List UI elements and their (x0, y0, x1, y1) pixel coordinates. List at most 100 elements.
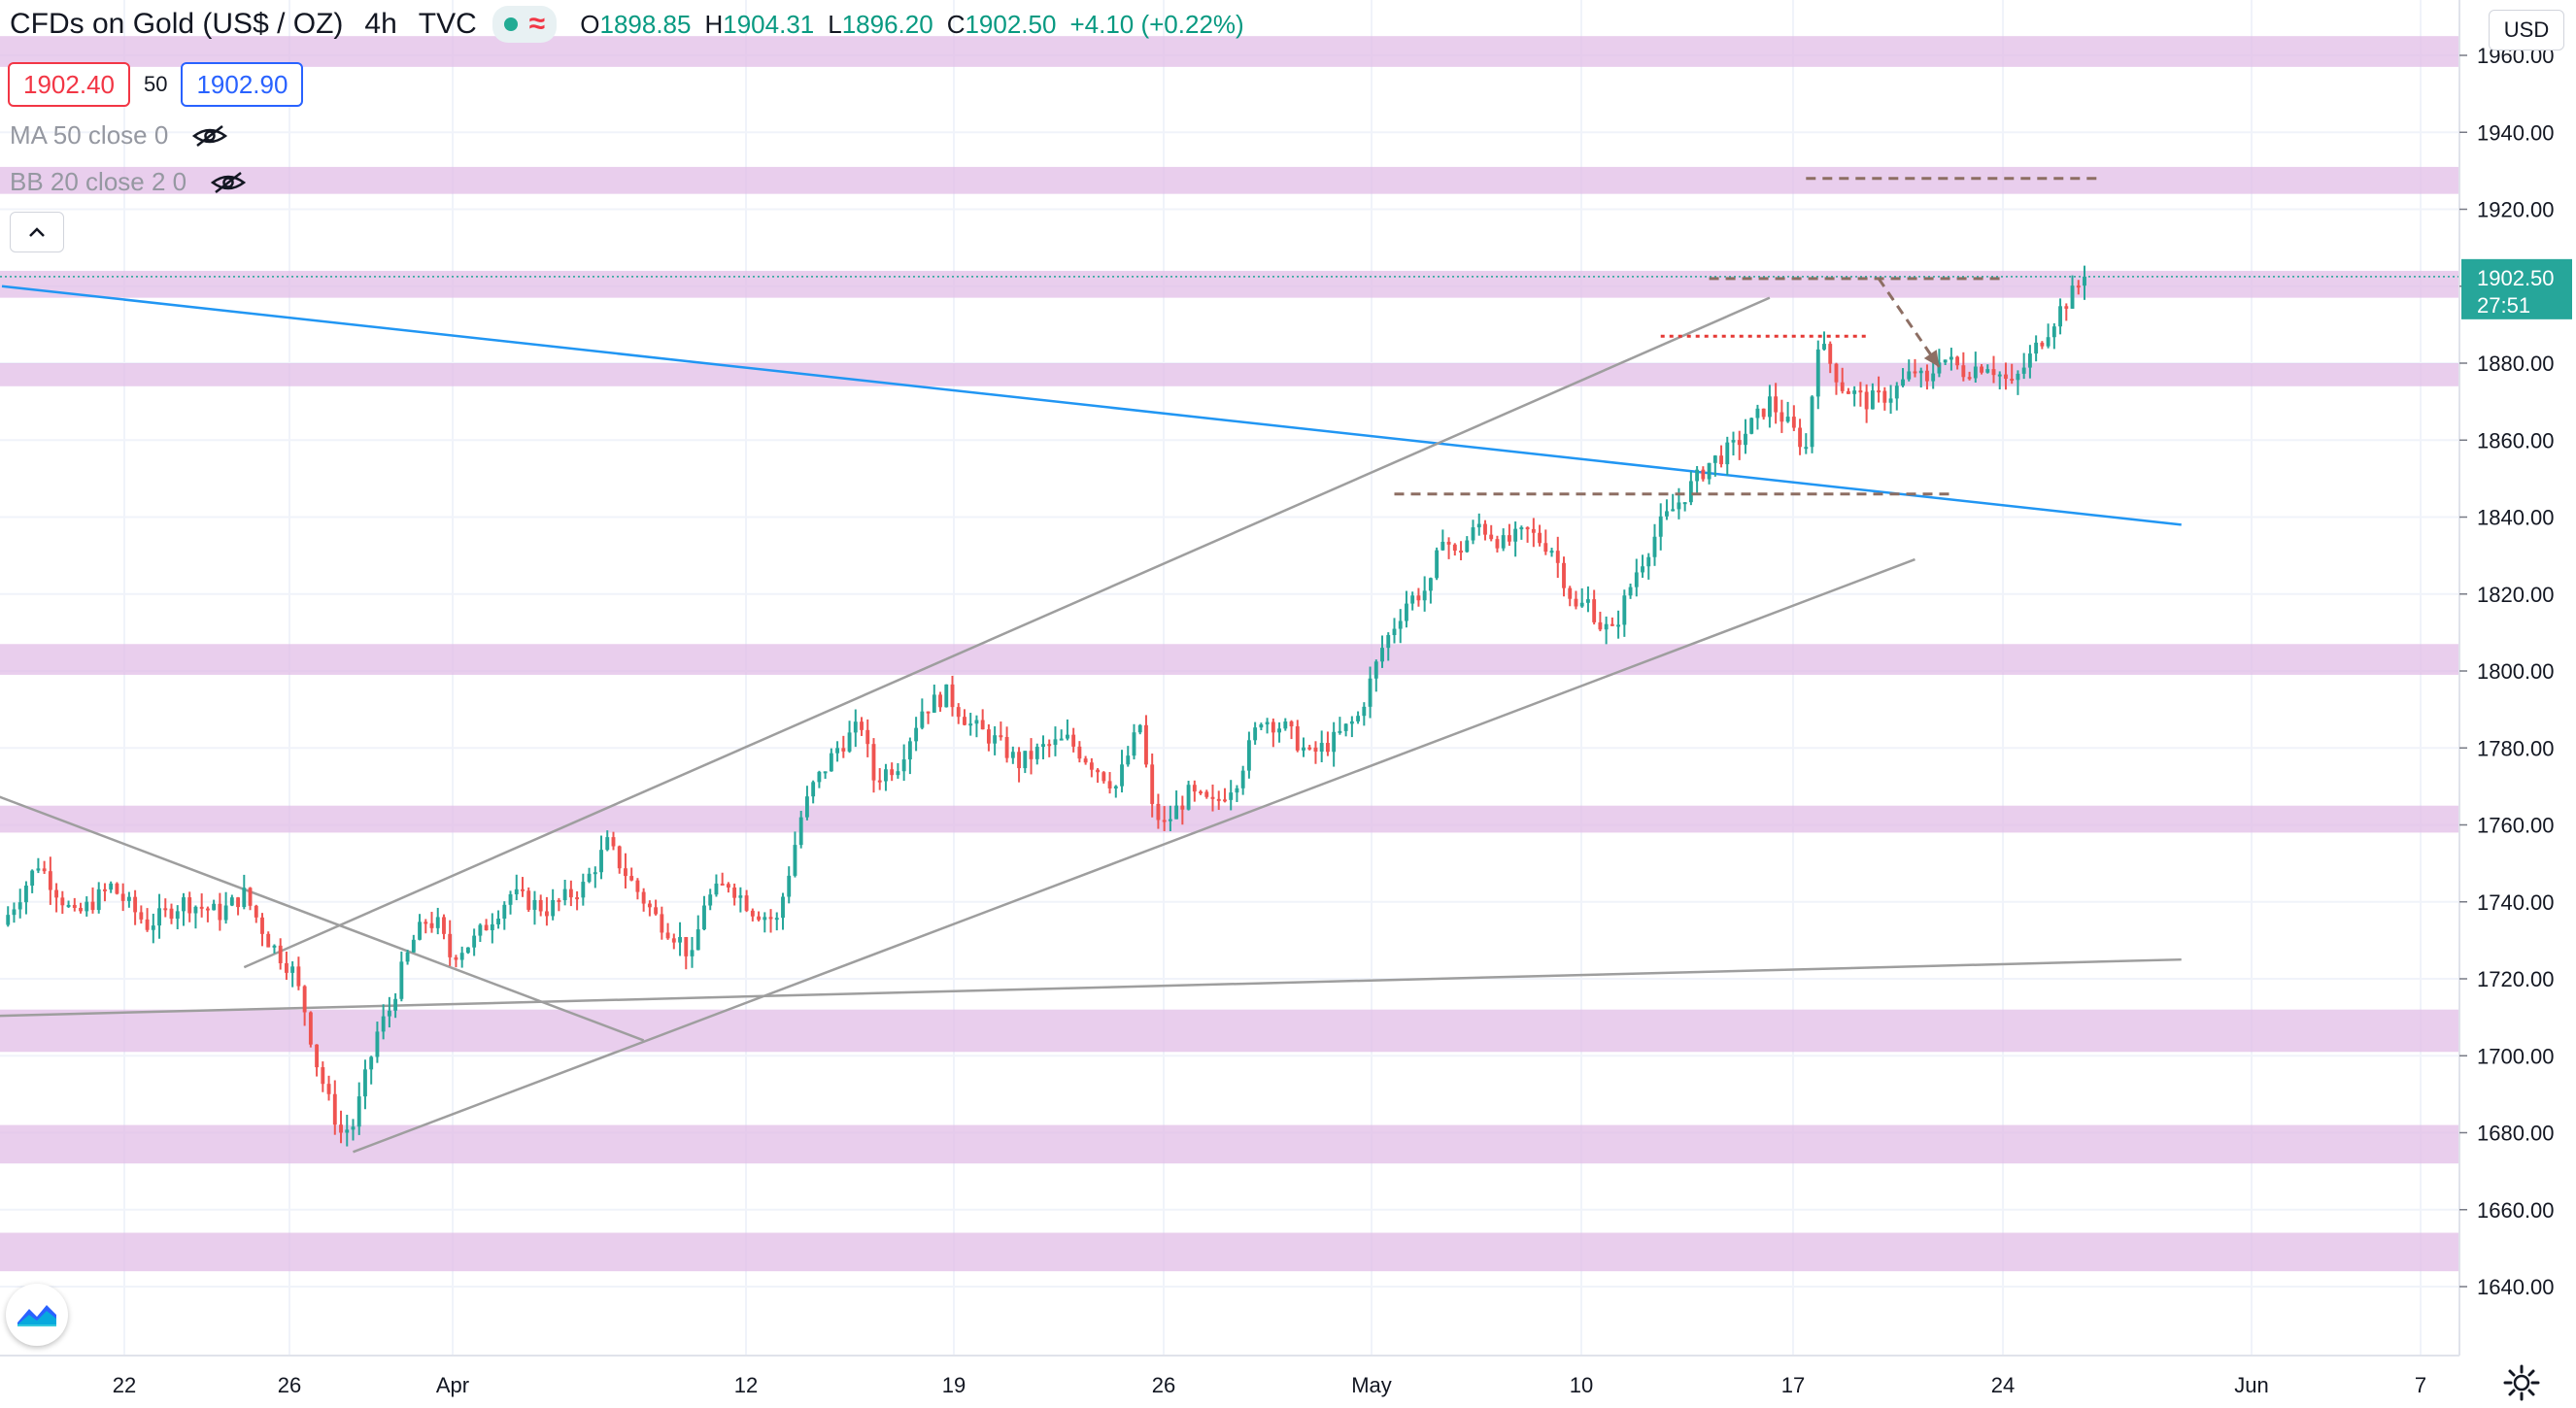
trendline[interactable] (243, 296, 1771, 969)
indicator-bb-row[interactable]: BB 20 close 2 0 (10, 167, 247, 197)
candle-body[interactable] (1441, 541, 1445, 551)
candle-body[interactable] (1240, 770, 1245, 788)
candle-body[interactable] (932, 694, 936, 713)
candle-body[interactable] (514, 888, 519, 894)
candle-body[interactable] (1307, 747, 1312, 750)
candle-body[interactable] (974, 720, 979, 724)
candle-body[interactable] (465, 947, 470, 954)
candle-body[interactable] (472, 935, 477, 948)
candle-body[interactable] (442, 917, 446, 934)
candle-body[interactable] (272, 945, 277, 948)
candle-body[interactable] (901, 759, 906, 772)
candle-body[interactable] (1646, 556, 1651, 567)
candle-body[interactable] (1010, 752, 1015, 758)
candle-body[interactable] (1731, 440, 1736, 443)
candle-body[interactable] (96, 888, 101, 911)
candle-body[interactable] (1150, 764, 1155, 804)
candle-body[interactable] (914, 727, 919, 742)
candle-body[interactable] (42, 868, 47, 872)
candle-body[interactable] (1332, 731, 1337, 753)
candle-body[interactable] (1380, 648, 1384, 662)
candle-body[interactable] (804, 796, 809, 818)
candle-body[interactable] (236, 897, 241, 908)
candle-body[interactable] (229, 897, 234, 906)
candle-body[interactable] (1077, 746, 1082, 759)
candle-body[interactable] (835, 748, 840, 754)
candle-body[interactable] (1815, 349, 1820, 397)
candle-body[interactable] (2051, 326, 2056, 338)
candle-body[interactable] (532, 899, 537, 910)
candle-body[interactable] (1053, 739, 1058, 746)
candle-body[interactable] (1658, 516, 1663, 537)
candle-body[interactable] (260, 917, 264, 934)
candle-body[interactable] (48, 871, 52, 890)
candle-body[interactable] (508, 893, 513, 905)
candle-body[interactable] (1246, 740, 1251, 771)
candle-body[interactable] (1980, 366, 1983, 373)
candle-body[interactable] (12, 909, 17, 916)
candle-body[interactable] (1677, 502, 1681, 510)
candle-body[interactable] (1616, 624, 1621, 627)
candle-body[interactable] (1549, 551, 1554, 553)
candle-body[interactable] (1822, 344, 1826, 350)
candle-body[interactable] (1568, 587, 1573, 599)
candle-body[interactable] (496, 919, 501, 924)
candle-body[interactable] (1368, 678, 1373, 707)
candle-body[interactable] (1199, 791, 1203, 794)
candle-body[interactable] (205, 908, 210, 911)
candle-body[interactable] (2064, 306, 2069, 309)
candle-body[interactable] (787, 875, 792, 897)
candle-body[interactable] (1471, 527, 1475, 541)
candle-body[interactable] (860, 721, 864, 730)
candle-body[interactable] (684, 936, 689, 956)
market-status-pill[interactable]: ≈ (491, 6, 558, 43)
candle-body[interactable] (2004, 374, 2008, 380)
candle-body[interactable] (986, 729, 991, 744)
candle-body[interactable] (1991, 369, 1996, 376)
trendline[interactable] (1, 285, 2182, 526)
candle-body[interactable] (2016, 373, 2020, 381)
candle-body[interactable] (387, 1010, 391, 1017)
candle-body[interactable] (1907, 371, 1912, 380)
candle-body[interactable] (581, 882, 586, 898)
candle-body[interactable] (1435, 550, 1440, 579)
candle-body[interactable] (459, 953, 464, 960)
candle-body[interactable] (182, 897, 186, 912)
buy-price-button[interactable]: 1902.90 (181, 62, 304, 107)
candle-body[interactable] (1373, 661, 1378, 679)
candle-body[interactable] (865, 729, 870, 745)
trendline[interactable] (0, 775, 645, 1042)
candle-body[interactable] (490, 923, 494, 931)
candle-body[interactable] (624, 868, 627, 877)
candle-body[interactable] (1894, 386, 1899, 399)
candle-body[interactable] (1476, 523, 1481, 528)
candle-body[interactable] (1428, 578, 1433, 591)
candle-body[interactable] (950, 684, 955, 708)
candle-body[interactable] (1858, 390, 1863, 393)
candle-body[interactable] (1870, 390, 1875, 410)
candle-body[interactable] (1955, 356, 1960, 366)
candle-body[interactable] (1737, 440, 1742, 446)
candle-body[interactable] (526, 890, 531, 910)
symbol-title[interactable]: CFDs on Gold (US$ / OZ) (10, 8, 344, 40)
candle-body[interactable] (2070, 285, 2075, 309)
candle-body[interactable] (1325, 743, 1330, 753)
candle-body[interactable] (1634, 572, 1639, 587)
candle-body[interactable] (369, 1056, 374, 1070)
candle-body[interactable] (484, 924, 489, 931)
candle-body[interactable] (660, 914, 664, 933)
candle-body[interactable] (708, 894, 713, 906)
candle-body[interactable] (1416, 595, 1421, 601)
candle-body[interactable] (1997, 374, 2002, 377)
candle-body[interactable] (538, 899, 543, 912)
candle-body[interactable] (968, 723, 973, 726)
interval-label[interactable]: 4h (364, 8, 397, 40)
candle-body[interactable] (1925, 370, 1929, 382)
candle-body[interactable] (1047, 744, 1052, 747)
candle-body[interactable] (1507, 535, 1511, 542)
candle-body[interactable] (411, 939, 416, 953)
candle-body[interactable] (2034, 342, 2039, 354)
candle-body[interactable] (1798, 427, 1803, 448)
candle-body[interactable] (1543, 543, 1548, 553)
candle-body[interactable] (1089, 762, 1094, 770)
